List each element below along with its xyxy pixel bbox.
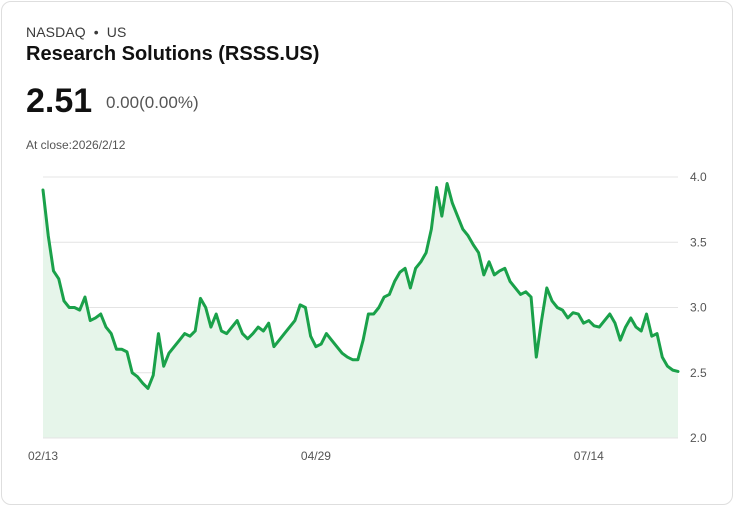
exchange-row: NASDAQ • US — [26, 24, 126, 40]
separator-dot: • — [93, 24, 99, 40]
x-tick-label: 07/14 — [574, 449, 604, 463]
market-name: US — [106, 24, 127, 40]
last-price: 2.51 — [26, 82, 93, 120]
y-tick-label: 2.5 — [690, 366, 707, 380]
x-tick-label: 02/13 — [28, 449, 58, 463]
y-tick-label: 3.0 — [690, 301, 707, 315]
close-info: At close:2026/2/12 — [26, 138, 126, 152]
y-tick-label: 4.0 — [690, 170, 707, 184]
y-tick-label: 2.0 — [690, 431, 707, 445]
exchange-name: NASDAQ — [26, 24, 86, 40]
y-tick-label: 3.5 — [690, 235, 707, 249]
price-change: 0.00(0.00%) — [106, 93, 199, 112]
x-tick-label: 04/29 — [301, 449, 331, 463]
price-line — [41, 182, 680, 390]
price-area — [43, 183, 678, 438]
stock-title: Research Solutions (RSSS.US) — [26, 43, 320, 65]
